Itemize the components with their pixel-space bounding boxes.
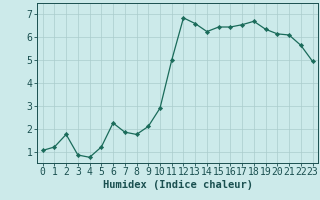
X-axis label: Humidex (Indice chaleur): Humidex (Indice chaleur)	[103, 180, 252, 190]
